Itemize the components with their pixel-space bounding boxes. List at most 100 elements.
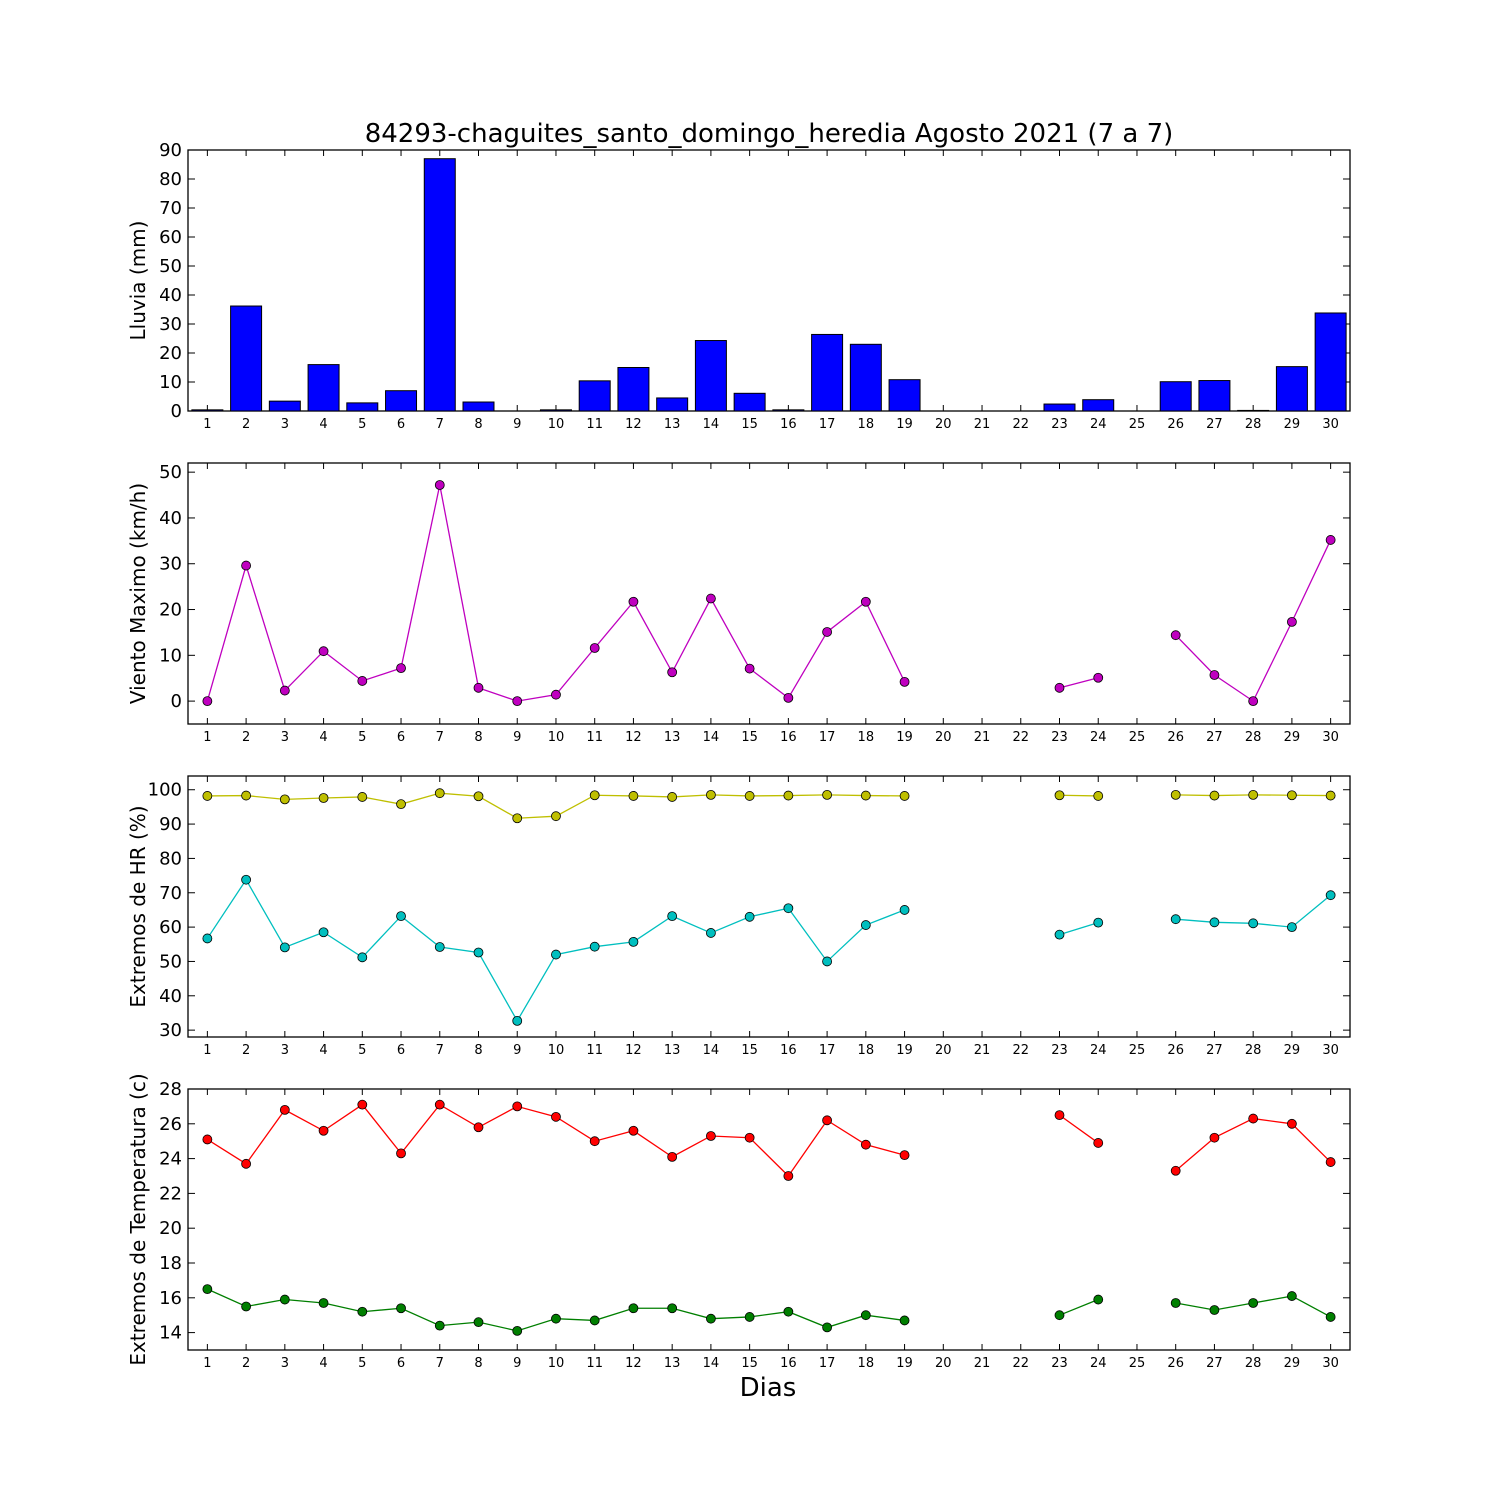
y-tick-label: 26 — [159, 1114, 182, 1135]
point-4-2-day-10 — [551, 1313, 561, 1324]
point-2-1-day-30 — [1325, 535, 1336, 545]
x-tick-label: 12 — [625, 417, 642, 432]
x-tick-label: 10 — [548, 1043, 565, 1058]
series-line-4-1 — [1175, 1117, 1332, 1172]
point-3-1-day-12 — [628, 791, 639, 801]
x-tick-label: 9 — [513, 730, 521, 745]
x-tick-label: 3 — [281, 1043, 289, 1058]
bar-day-2 — [230, 305, 263, 412]
y-tick-label: 16 — [159, 1288, 182, 1309]
point-2-1-day-12 — [628, 596, 639, 607]
point-4-2-day-29 — [1287, 1291, 1297, 1301]
bar-day-30 — [1314, 312, 1347, 412]
point-4-2-day-5 — [357, 1306, 368, 1317]
point-3-2-day-13 — [667, 911, 678, 922]
series-line-4-2 — [1059, 1298, 1099, 1316]
point-3-2-day-28 — [1248, 918, 1259, 929]
y-tick-label: 18 — [159, 1253, 182, 1274]
series-line-3-2 — [1059, 922, 1099, 936]
point-3-1-day-18 — [860, 790, 871, 801]
point-3-1-day-24 — [1093, 791, 1104, 801]
x-tick-label: 20 — [935, 1356, 952, 1371]
series-line-2-1 — [206, 484, 906, 702]
x-tick-label: 12 — [625, 1043, 642, 1058]
x-tick-label: 19 — [896, 1356, 913, 1371]
bar-day-16 — [772, 409, 805, 412]
point-3-1-day-11 — [589, 790, 600, 801]
point-4-1-day-4 — [318, 1125, 329, 1136]
point-3-1-day-30 — [1325, 790, 1336, 801]
bar-day-23 — [1043, 403, 1076, 412]
x-tick-label: 26 — [1167, 1356, 1184, 1371]
point-2-1-day-1 — [202, 696, 213, 707]
point-2-1-day-8 — [473, 682, 484, 693]
point-3-2-day-1 — [202, 933, 213, 944]
point-2-1-day-7 — [434, 480, 445, 490]
y-tick-label: 40 — [159, 285, 182, 306]
chart-title: 84293-chaguites_santo_domingo_heredia Ag… — [365, 119, 1174, 149]
bar-day-3 — [268, 400, 301, 412]
x-tick-label: 29 — [1284, 417, 1301, 432]
point-3-2-day-6 — [396, 911, 406, 922]
point-3-2-day-23 — [1054, 929, 1065, 940]
series-line-3-1 — [1059, 794, 1099, 797]
point-3-1-day-23 — [1054, 790, 1065, 801]
point-3-1-day-9 — [512, 813, 523, 824]
x-tick-label: 25 — [1129, 1356, 1146, 1371]
point-4-1-day-9 — [512, 1101, 523, 1112]
bar-day-11 — [578, 380, 611, 412]
point-4-2-day-3 — [279, 1294, 290, 1305]
point-4-2-day-6 — [396, 1303, 406, 1314]
y-tick-label: 30 — [159, 1020, 182, 1041]
y-tick-label: 30 — [159, 314, 182, 335]
y-tick-label: 60 — [159, 917, 182, 938]
point-3-2-day-8 — [473, 947, 484, 958]
x-tick-label: 23 — [1051, 730, 1068, 745]
y-tick-label: 70 — [159, 883, 182, 904]
point-3-1-day-17 — [822, 789, 832, 800]
point-3-1-day-8 — [473, 791, 484, 802]
bar-day-19 — [888, 379, 921, 412]
x-axis-label: Dias — [740, 1373, 797, 1403]
point-4-2-day-23 — [1054, 1310, 1065, 1321]
point-3-1-day-1 — [202, 791, 213, 801]
y-tick-label: 10 — [159, 645, 182, 666]
bar-day-4 — [307, 364, 340, 412]
bar-day-28 — [1237, 409, 1270, 412]
x-tick-label: 22 — [1012, 1043, 1029, 1058]
x-tick-label: 2 — [242, 1043, 250, 1058]
y-tick-label: 28 — [159, 1079, 182, 1100]
point-4-1-day-2 — [241, 1158, 252, 1169]
y-tick-label: 60 — [159, 227, 182, 248]
x-tick-label: 13 — [664, 1356, 681, 1371]
y-tick-label: 24 — [159, 1149, 182, 1170]
point-3-2-day-7 — [434, 942, 445, 952]
point-3-1-day-5 — [357, 792, 368, 802]
y-axis-label-3: Extremos de HR (%) — [126, 805, 150, 1007]
x-tick-label: 18 — [858, 1356, 875, 1371]
point-4-1-day-11 — [589, 1136, 600, 1147]
point-3-2-day-4 — [318, 927, 329, 938]
point-3-2-day-2 — [241, 874, 252, 885]
y-tick-label: 100 — [148, 780, 182, 801]
point-4-1-day-3 — [279, 1104, 290, 1115]
y-tick-label: 20 — [159, 1218, 182, 1239]
x-tick-label: 22 — [1012, 730, 1029, 745]
point-4-1-day-15 — [744, 1132, 755, 1143]
x-tick-label: 1 — [203, 730, 211, 745]
point-4-1-day-5 — [357, 1099, 368, 1110]
point-4-1-day-1 — [202, 1134, 213, 1145]
x-tick-label: 5 — [358, 1356, 366, 1371]
x-tick-label: 28 — [1245, 730, 1262, 745]
y-tick-label: 10 — [159, 372, 182, 393]
point-3-1-day-13 — [667, 792, 678, 802]
x-tick-label: 6 — [397, 1043, 405, 1058]
x-tick-label: 15 — [741, 1356, 758, 1371]
y-tick-label: 80 — [159, 169, 182, 190]
x-tick-label: 2 — [242, 730, 250, 745]
x-tick-label: 22 — [1012, 1356, 1029, 1371]
y-tick-label: 90 — [159, 814, 182, 835]
x-tick-label: 11 — [586, 1356, 603, 1371]
point-4-1-day-10 — [551, 1111, 561, 1122]
